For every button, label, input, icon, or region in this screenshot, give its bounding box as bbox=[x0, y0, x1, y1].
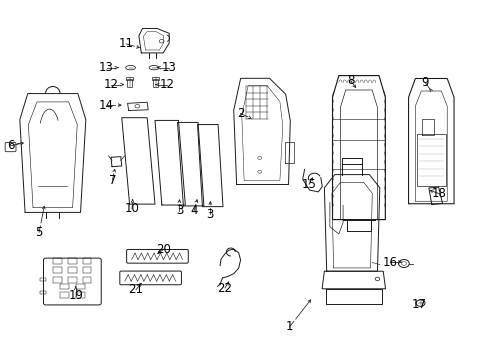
Text: 19: 19 bbox=[68, 289, 83, 302]
Bar bbox=[152, 77, 159, 80]
Bar bbox=[53, 267, 61, 273]
Bar bbox=[153, 79, 158, 87]
Text: 7: 7 bbox=[108, 174, 116, 186]
Bar bbox=[68, 267, 77, 273]
Text: 15: 15 bbox=[301, 178, 316, 191]
Bar bbox=[68, 258, 77, 264]
Text: 3: 3 bbox=[175, 204, 183, 217]
Bar bbox=[53, 258, 61, 264]
Text: 8: 8 bbox=[346, 75, 354, 87]
Text: 16: 16 bbox=[382, 256, 397, 269]
Text: 2: 2 bbox=[236, 107, 244, 120]
Bar bbox=[60, 292, 68, 297]
Text: 1: 1 bbox=[285, 320, 293, 333]
Bar bbox=[76, 292, 84, 297]
Text: 13: 13 bbox=[161, 61, 176, 74]
Text: 21: 21 bbox=[128, 283, 143, 296]
Bar bbox=[83, 267, 91, 273]
Text: 11: 11 bbox=[119, 37, 133, 50]
Text: 13: 13 bbox=[99, 61, 114, 74]
Bar bbox=[83, 258, 91, 264]
Text: 22: 22 bbox=[217, 282, 232, 294]
Bar bbox=[40, 278, 46, 281]
Text: 5: 5 bbox=[35, 226, 43, 239]
Text: 4: 4 bbox=[190, 204, 198, 217]
Bar bbox=[40, 291, 46, 294]
Bar bbox=[60, 284, 68, 289]
Bar bbox=[127, 79, 132, 87]
Bar bbox=[53, 277, 61, 283]
Text: 12: 12 bbox=[104, 78, 119, 91]
Text: 14: 14 bbox=[99, 99, 114, 112]
Text: 9: 9 bbox=[421, 76, 428, 89]
Text: 20: 20 bbox=[156, 243, 171, 256]
Text: 17: 17 bbox=[411, 298, 426, 311]
Bar bbox=[126, 77, 133, 80]
Text: 3: 3 bbox=[206, 208, 214, 221]
Bar bbox=[68, 277, 77, 283]
Bar bbox=[76, 284, 84, 289]
Text: 6: 6 bbox=[7, 139, 15, 152]
Text: 10: 10 bbox=[124, 202, 139, 215]
Text: 18: 18 bbox=[431, 187, 446, 200]
Text: 12: 12 bbox=[160, 78, 174, 91]
Bar bbox=[416, 134, 445, 186]
Bar bbox=[83, 277, 91, 283]
